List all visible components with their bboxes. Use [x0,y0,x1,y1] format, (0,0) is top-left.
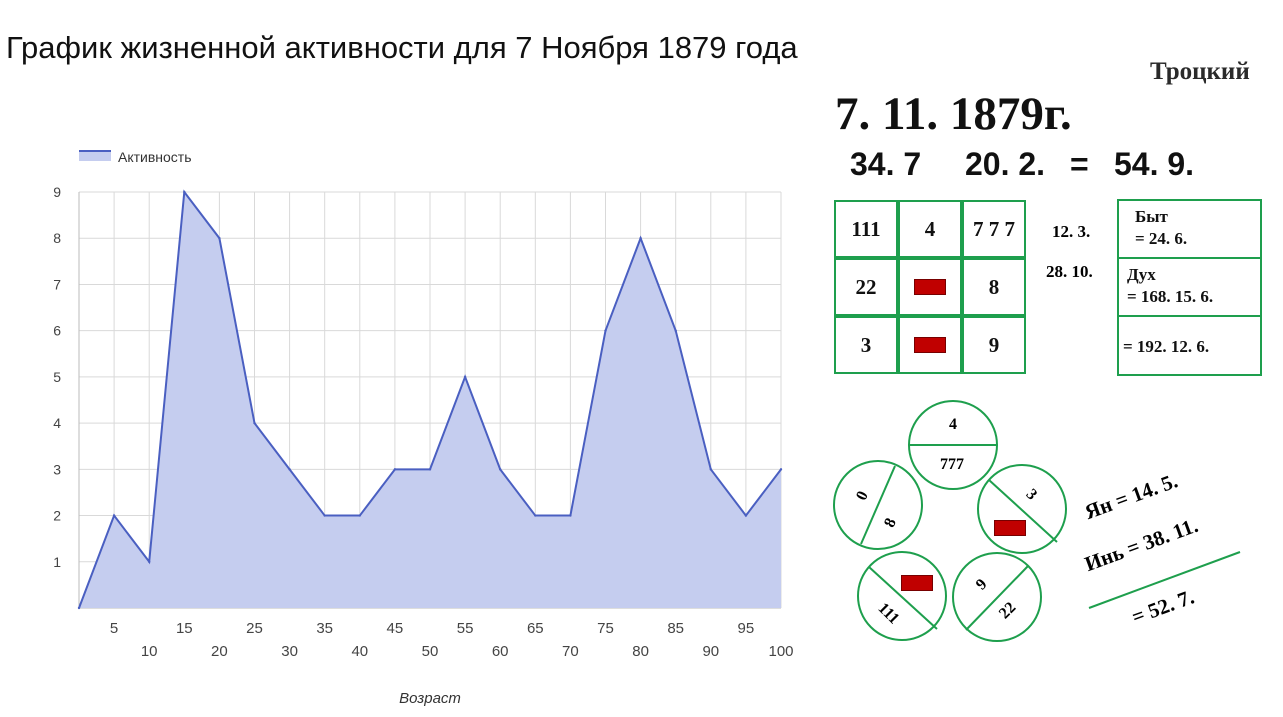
data-point [358,514,361,517]
square-cell-7: 3 [834,316,898,374]
sum-eq: = [1070,146,1089,182]
x-tick-label: 35 [316,620,333,637]
sum-a: 34. 7 [850,146,922,182]
square-cell-2: 4 [898,200,962,258]
y-tick-label: 7 [53,276,61,292]
total-box: = 192. 12. 6. [1117,315,1262,376]
yinyang-total: = 52. 7. [1128,584,1198,630]
yan-value: Ян = 14. 5. [1081,468,1181,525]
x-tick-label: 100 [768,643,793,660]
x-tick-label: 30 [281,643,298,660]
middle-value-2: 28. 10. [1046,262,1093,281]
red-bar [914,337,946,353]
data-point [534,514,537,517]
data-point [604,329,607,332]
data-point [674,329,677,332]
legend-swatch [79,151,111,161]
data-point [779,468,783,471]
x-tick-label: 95 [738,620,755,637]
circle-top: 4 777 [908,400,998,490]
data-point [709,468,712,471]
y-tick-label: 8 [53,230,61,246]
data-point [428,468,432,471]
data-point [112,514,116,517]
x-tick-label: 60 [492,643,509,660]
data-point [463,375,467,379]
data-point [639,237,642,240]
data-point [253,421,256,425]
x-tick-label: 10 [141,643,158,660]
y-tick-label: 4 [53,415,61,431]
x-tick-label: 40 [351,643,368,660]
x-tick-label: 85 [667,620,684,637]
y-tick-label: 9 [53,184,61,200]
x-tick-label: 90 [702,643,719,660]
person-name: Троцкий [1150,58,1250,85]
circle-left: 0 8 [833,460,923,550]
circle-bottom-right: 9 22 [952,552,1042,642]
birth-date: 7. 11. 1879г. [835,88,1072,140]
y-tick-label: 5 [53,369,61,385]
x-tick-label: 5 [110,620,118,637]
x-tick-label: 20 [211,643,228,660]
data-point [393,468,397,471]
x-tick-label: 75 [597,620,614,637]
activity-area [79,192,781,608]
data-point [499,468,502,471]
red-bar [901,575,933,591]
sum-b: 20. 2. [965,146,1046,182]
sum-total: 54. 9. [1114,146,1195,182]
data-point [77,606,81,610]
square-cell-1: 111 [834,200,898,258]
x-tick-label: 45 [387,620,404,637]
y-tick-label: 2 [53,508,61,524]
x-tick-label: 65 [527,620,544,637]
square-cell-9: 9 [962,316,1026,374]
dukh-box: Дух = 168. 15. 6. [1117,257,1262,317]
middle-value-1: 12. 3. [1052,222,1091,241]
circle-bottom-left: 111 [857,551,947,641]
square-cell-6: 8 [962,258,1026,316]
data-point [183,190,186,194]
square-cell-4: 22 [834,258,898,316]
data-point [569,514,572,517]
data-point [288,468,291,471]
square-cell-3: 7 7 7 [962,200,1026,258]
x-tick-label: 50 [422,643,439,660]
x-tick-label: 25 [246,620,263,637]
x-tick-label: 15 [176,620,193,637]
page-title: График жизненной активности для 7 Ноября… [6,30,798,65]
data-point [218,237,221,240]
circle-right: 3 [977,464,1067,554]
square-cell-5 [898,258,962,316]
yin-value: Инь = 38. 11. [1081,512,1202,577]
data-point [744,514,748,517]
y-tick-label: 6 [53,323,61,339]
square-cell-8 [898,316,962,374]
x-tick-label: 55 [457,620,474,637]
x-tick-label: 80 [632,643,649,660]
data-point [323,514,326,517]
data-point [148,560,151,563]
y-tick-label: 1 [53,554,61,570]
x-axis-title: Возраст [399,690,461,707]
pythagoras-square: 111 4 7 7 7 22 8 3 9 [834,200,1029,376]
red-bar [914,279,946,295]
byt-box: Быт = 24. 6. [1117,199,1262,259]
legend-label: Активность [118,149,192,165]
red-bar [994,520,1026,536]
y-tick-label: 3 [53,461,61,477]
chart-legend: Активность [79,149,192,165]
x-tick-label: 70 [562,643,579,660]
